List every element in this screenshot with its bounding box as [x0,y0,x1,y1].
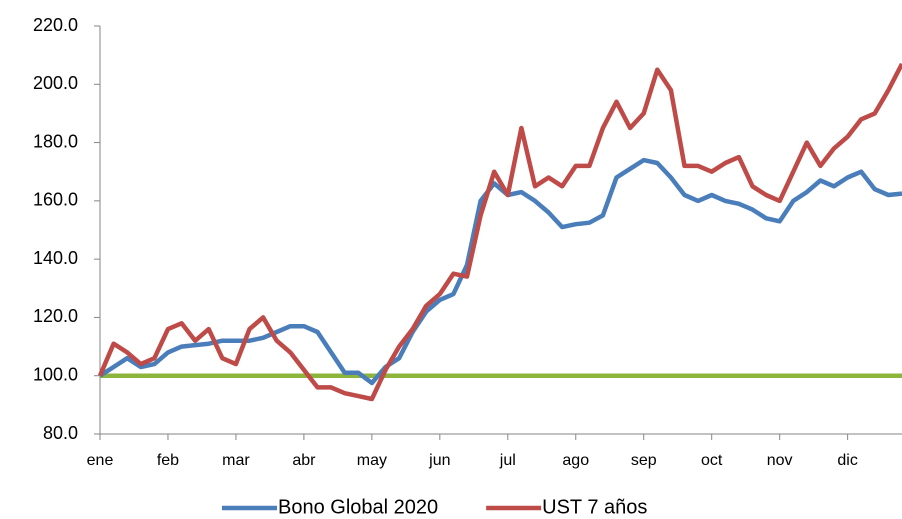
y-tick-label: 200.0 [33,73,78,93]
y-tick-label: 100.0 [33,364,78,384]
x-tick-label: abr [292,452,316,469]
legend-label: Bono Global 2020 [278,496,438,518]
x-tick-label: feb [157,452,179,469]
y-tick-label: 140.0 [33,248,78,268]
x-tick-label: nov [767,452,793,469]
x-tick-label: oct [701,452,723,469]
y-tick-label: 180.0 [33,131,78,151]
series-line [98,157,902,386]
x-tick-label: ago [562,452,589,469]
x-tick-label: sep [631,452,657,469]
x-tick-label: may [357,452,387,469]
x-tick-label: mar [222,452,250,469]
y-tick-label: 80.0 [43,423,78,443]
series-line [97,62,902,402]
y-tick-label: 220.0 [33,15,78,35]
y-tick-label: 120.0 [33,306,78,326]
legend-label: UST 7 años [542,496,647,518]
y-tick-label: 160.0 [33,190,78,210]
x-tick-label: dic [837,452,857,469]
x-tick-label: jul [499,452,516,469]
x-tick-label: ene [87,452,114,469]
x-tick-label: jun [428,452,450,469]
